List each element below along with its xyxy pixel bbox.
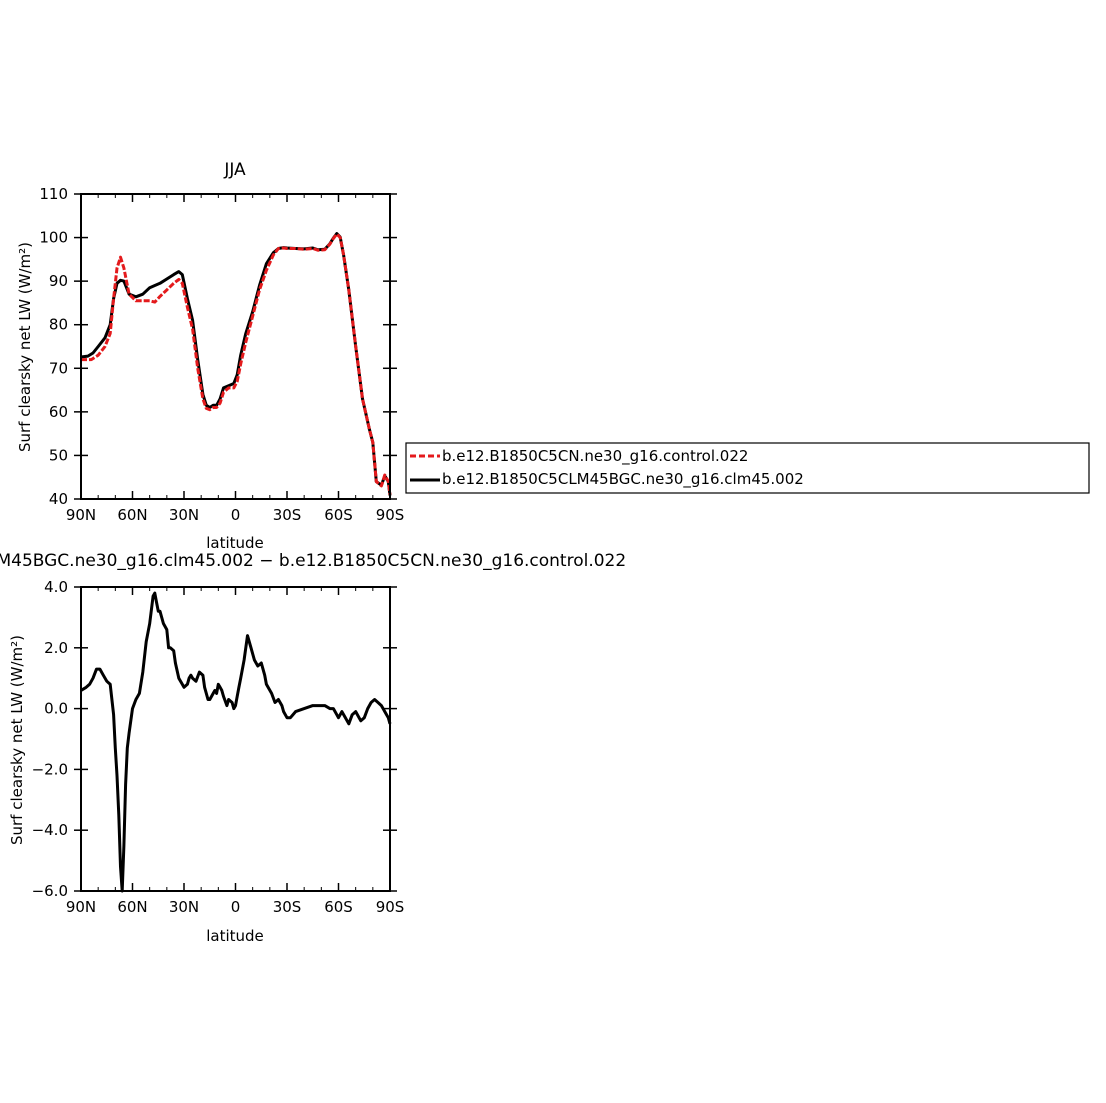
legend-label-control: b.e12.B1850C5CN.ne30_g16.control.022 <box>442 447 748 466</box>
legend: b.e12.B1850C5CN.ne30_g16.control.022 b.e… <box>405 442 1090 494</box>
bottom-y-tick-label: −6.0 <box>32 882 68 900</box>
bottom-x-tick-label: 60N <box>117 898 147 916</box>
bottom-x-tick-label: 30S <box>273 898 302 916</box>
top-y-tick-label: 80 <box>49 316 68 334</box>
bottom-y-axis-label: Surf clearsky net LW (W/m²) <box>8 635 26 845</box>
top-chart-title: JJA <box>223 160 246 180</box>
bottom-x-tick-label: 90N <box>66 898 96 916</box>
bottom-x-tick-label: 60S <box>324 898 353 916</box>
top-y-tick-label: 60 <box>49 403 68 421</box>
bottom-plot-frame <box>80 586 391 892</box>
top-y-tick-label: 90 <box>49 272 68 290</box>
top-y-axis-label: Surf clearsky net LW (W/m²) <box>16 242 34 452</box>
top-x-tick-label: 60S <box>324 506 353 524</box>
bottom-y-tick-label: −2.0 <box>32 760 68 778</box>
bottom-chart-title: b.e12.B1850C5CLM45BGC.ne30_g16.clm45.002… <box>0 551 626 571</box>
top-y-tick-label: 70 <box>49 359 68 377</box>
top-x-tick-label: 90S <box>376 506 405 524</box>
top-panel: JJA Surf clearsky net LW (W/m²) latitude… <box>16 160 404 552</box>
top-y-tick-label: 100 <box>39 229 68 247</box>
top-plot-frame <box>80 193 391 500</box>
top-y-tick-label: 50 <box>49 446 68 464</box>
legend-label-clm45: b.e12.B1850C5CLM45BGC.ne30_g16.clm45.002 <box>442 470 804 489</box>
bottom-y-tick-label: 0.0 <box>44 700 68 718</box>
top-x-tick-label: 90N <box>66 506 96 524</box>
bottom-series-line-0 <box>80 591 392 893</box>
top-x-axis-label: latitude <box>206 534 264 552</box>
bottom-y-tick-label: 2.0 <box>44 639 68 657</box>
bottom-panel: b.e12.B1850C5CLM45BGC.ne30_g16.clm45.002… <box>0 551 626 945</box>
bottom-x-axis-label: latitude <box>206 927 264 945</box>
bottom-y-tick-label: 4.0 <box>44 578 68 596</box>
top-x-tick-label: 30N <box>169 506 199 524</box>
bottom-y-tick-label: −4.0 <box>32 821 68 839</box>
bottom-x-tick-label: 0 <box>231 898 241 916</box>
bottom-x-tick-label: 30N <box>169 898 199 916</box>
top-series-line-1 <box>81 232 392 495</box>
top-x-tick-label: 60N <box>117 506 147 524</box>
top-y-tick-label: 110 <box>39 185 68 203</box>
top-y-tick-label: 40 <box>49 490 68 508</box>
top-series-line-0 <box>80 232 392 496</box>
top-x-tick-label: 30S <box>273 506 302 524</box>
bottom-x-tick-label: 90S <box>376 898 405 916</box>
legend-box <box>405 442 1090 494</box>
top-x-tick-label: 0 <box>231 506 241 524</box>
